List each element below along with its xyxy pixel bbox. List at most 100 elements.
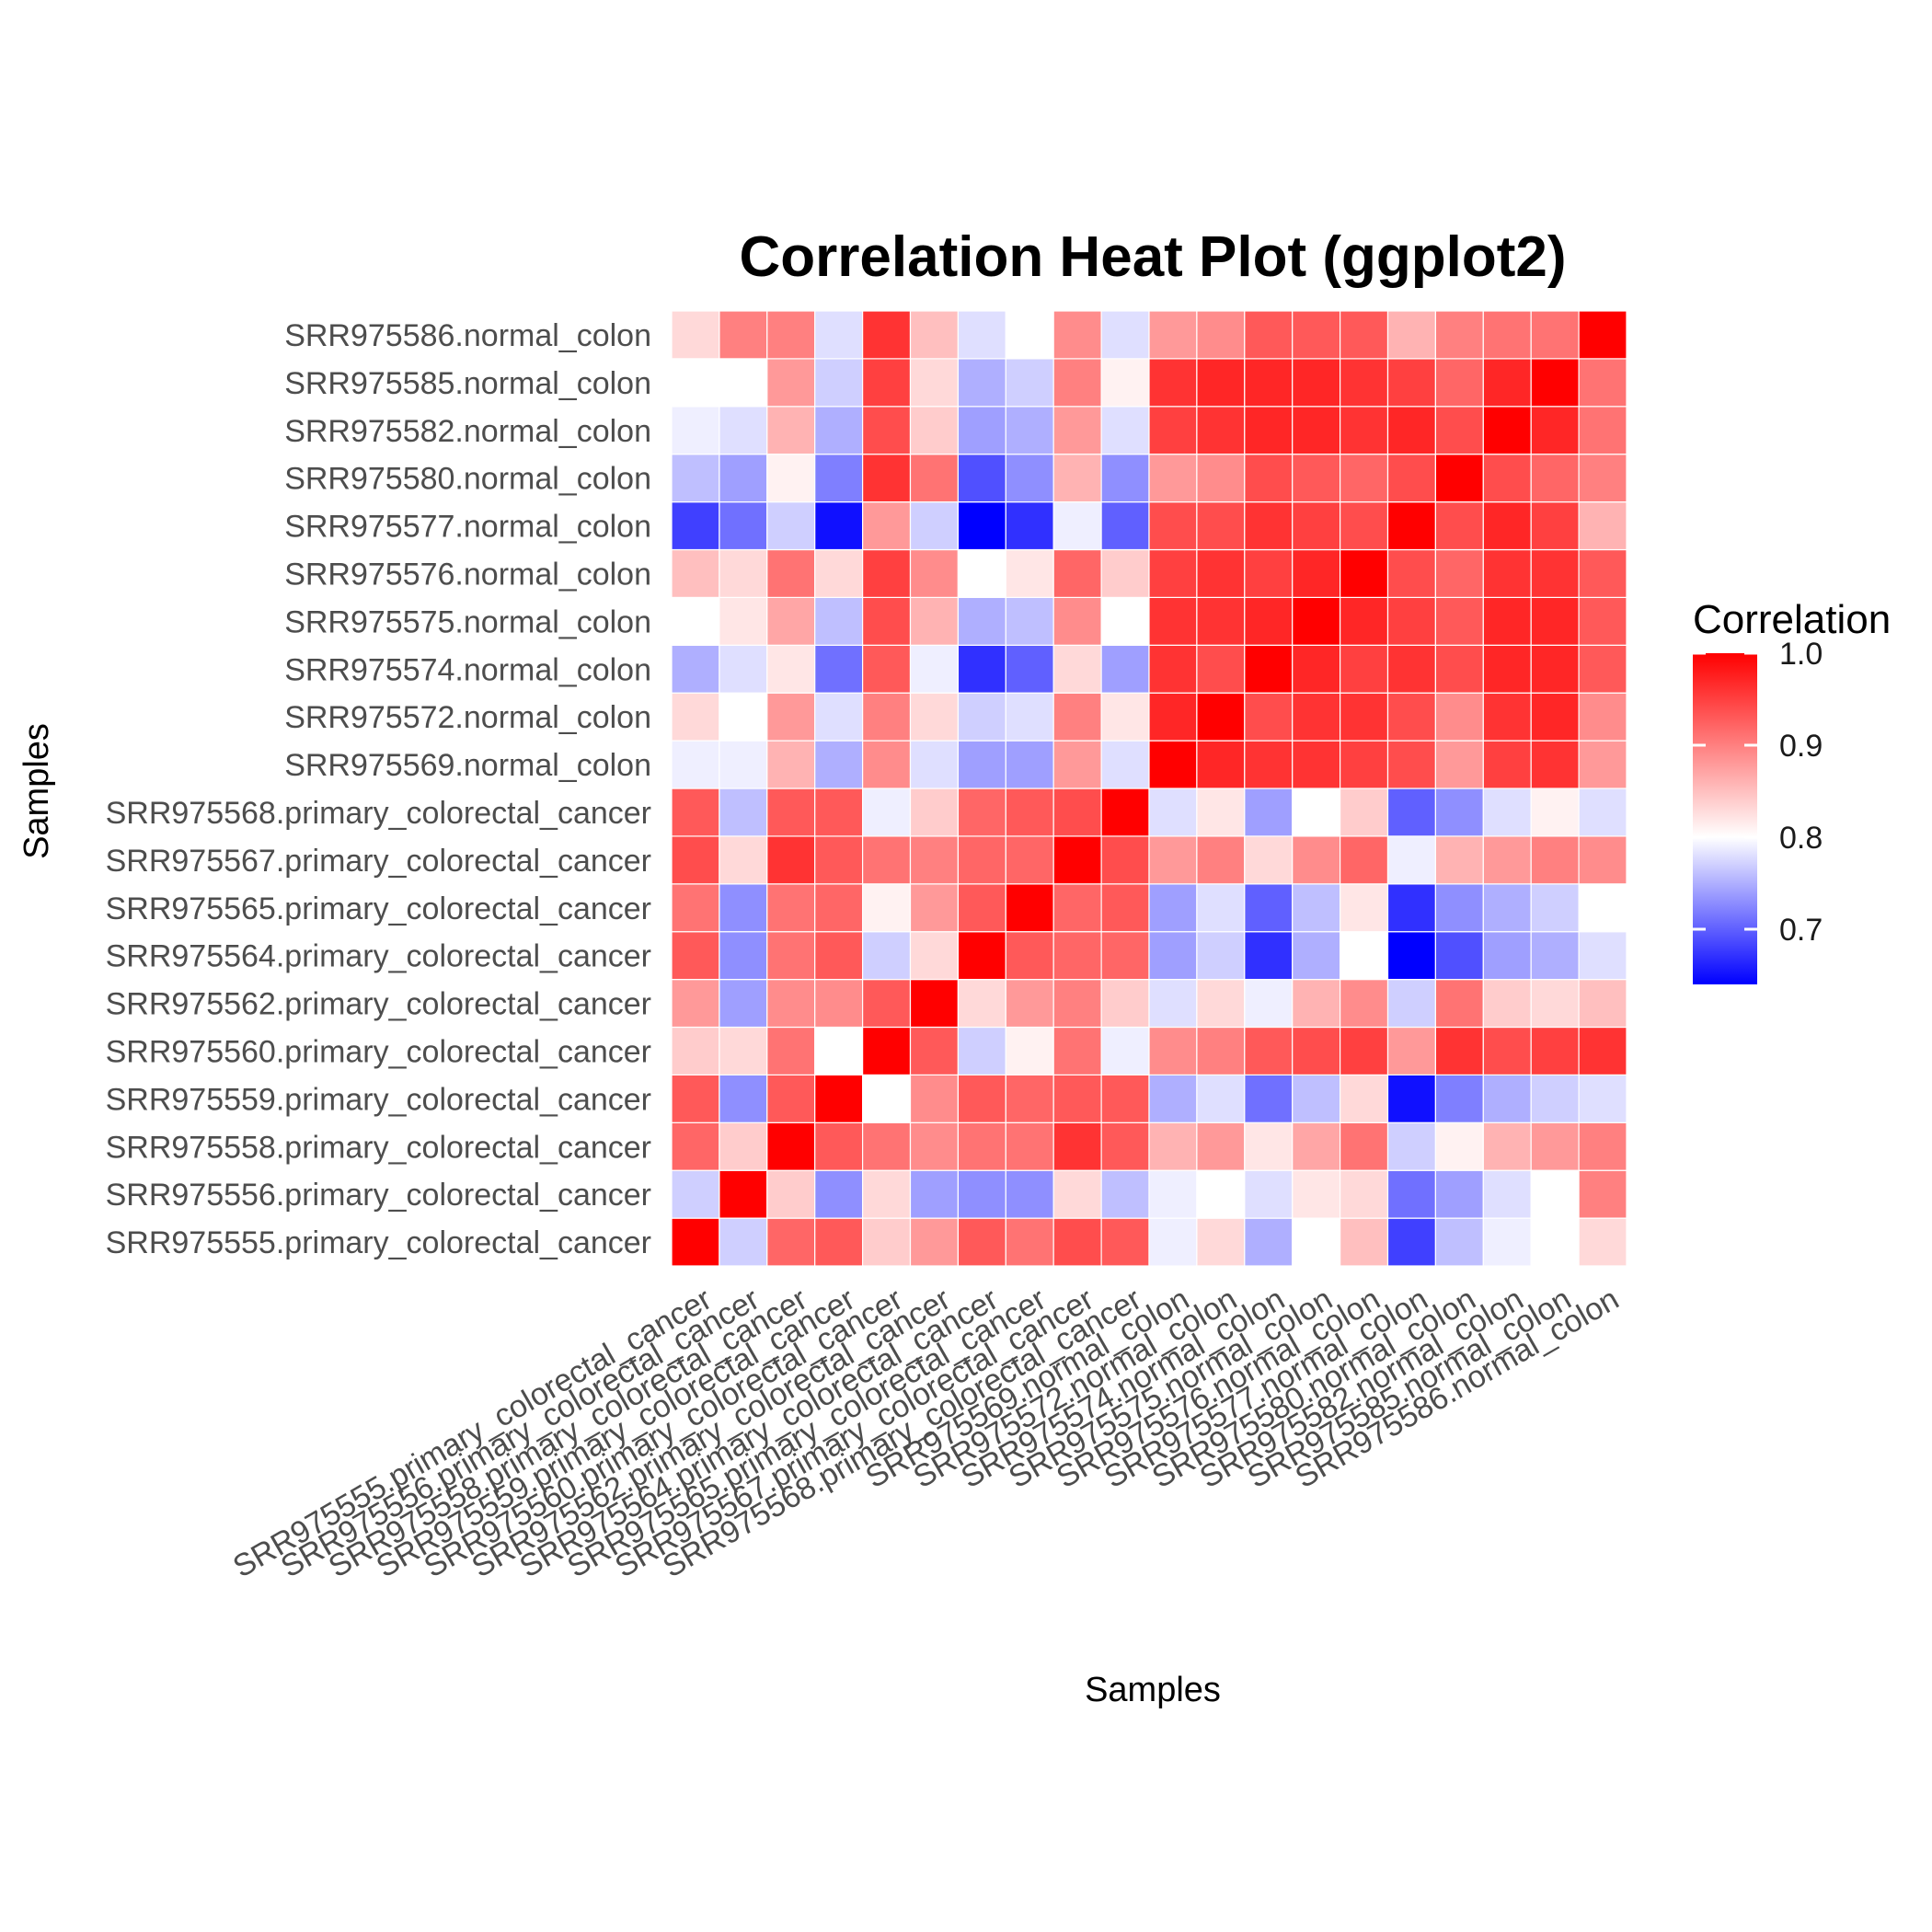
heatmap-cell [1005,788,1054,837]
heatmap-cell [1196,1169,1246,1219]
heatmap-cell [766,788,816,837]
heatmap-cell [1339,358,1389,408]
heatmap-cell [909,406,960,455]
heatmap-cell [1148,1169,1198,1219]
heatmap-cell [1244,358,1294,408]
x-axis-title: Samples [1085,1671,1221,1709]
heatmap-cell [1196,1217,1246,1267]
heatmap-cell [814,596,864,646]
heatmap-cell [1434,1074,1484,1123]
heatmap-cell [1386,883,1437,933]
heatmap-cell [1005,406,1054,455]
heatmap-cell [1005,1026,1054,1076]
heatmap-cell [1530,978,1580,1029]
heatmap-cell [1148,1217,1198,1267]
heatmap-cell [1100,1217,1150,1267]
heatmap-cell [1244,692,1294,742]
heatmap-cell [957,358,1006,408]
heatmap-cell [861,1169,912,1219]
heatmap-cell [1434,1121,1484,1171]
heatmap-cell [1292,1026,1341,1076]
heatmap-cell [1386,406,1437,455]
heatmap-cell [1530,358,1580,408]
heatmap-cell [1196,310,1246,360]
heatmap-cell [1244,788,1294,837]
heatmap-cell [719,358,768,408]
heatmap-cell [1148,788,1198,837]
heatmap-cell [766,835,816,885]
heatmap-cell [1578,358,1627,408]
heatmap-cell [1578,1121,1627,1171]
heatmap-cell [1339,740,1389,789]
y-tick-label: SRR975555.primary_colorectal_cancer [106,1225,651,1260]
heatmap-cell [861,596,912,646]
heatmap-cell [1339,310,1389,360]
heatmap-cell [1100,1121,1150,1171]
heatmap-cell [814,1169,864,1219]
heatmap-cell [957,548,1006,599]
heatmap-cell [909,1217,960,1267]
heatmap-cell [766,692,816,742]
heatmap-cell [1386,978,1437,1029]
heatmap-cell [957,740,1006,789]
heatmap-cell [1005,500,1054,551]
heatmap-cell [1339,1026,1389,1076]
heatmap-cell [1005,931,1054,981]
heatmap-cell [1386,1217,1437,1267]
heatmap-cell [1434,931,1484,981]
heatmap-cell [909,548,960,599]
heatmap-cell [1578,644,1627,694]
heatmap-cell [1005,835,1054,885]
heatmap-cell [861,500,912,551]
heatmap-cell [957,644,1006,694]
heatmap-cell [1434,883,1484,933]
heatmap-cell [1292,835,1341,885]
heatmap-cell [1100,310,1150,360]
heatmap-cell [671,500,720,551]
heatmap-cell [1339,548,1389,599]
heatmap-cell [1434,500,1484,551]
heatmap-cell [1482,1121,1532,1171]
heatmap-cell [1052,835,1102,885]
heatmap-cell [1244,1121,1294,1171]
heatmap-cell [861,835,912,885]
heatmap-cell [766,1121,816,1171]
heatmap-cell [1005,644,1054,694]
heatmap-cell [1052,788,1102,837]
heatmap-cell [719,978,768,1029]
heatmap-cell [719,548,768,599]
heatmap-cell [1339,1169,1389,1219]
heatmap-cell [671,1074,720,1123]
heatmap-cell [1339,1074,1389,1123]
heatmap-cell [957,310,1006,360]
heatmap-cell [957,406,1006,455]
heatmap-cell [909,692,960,742]
heatmap-cell [1196,1074,1246,1123]
heatmap-cell [909,596,960,646]
y-tick-label: SRR975559.primary_colorectal_cancer [106,1082,651,1117]
heatmap-cell [671,406,720,455]
heatmap-cell [1196,883,1246,933]
heatmap-cell [1196,931,1246,981]
heatmap-cell [671,692,720,742]
heatmap-cell [1244,1169,1294,1219]
heatmap-cell [1292,692,1341,742]
heatmap-cell [1482,692,1532,742]
heatmap-cell [909,883,960,933]
heatmap-cell [814,1026,864,1076]
heatmap-cell [861,788,912,837]
heatmap-cell [1052,644,1102,694]
heatmap-cell [1244,596,1294,646]
heatmap-cell [1052,358,1102,408]
heatmap-cell [1578,310,1627,360]
heatmap-cell [1434,740,1484,789]
heatmap-cell [671,740,720,789]
heatmap-cell [719,740,768,789]
heatmap-cell [814,310,864,360]
heatmap-cell [861,978,912,1029]
heatmap-cell [1482,883,1532,933]
heatmap-cell [1530,692,1580,742]
heatmap-cell [957,692,1006,742]
y-tick-label: SRR975569.normal_colon [284,748,651,783]
heatmap-cell [1530,788,1580,837]
